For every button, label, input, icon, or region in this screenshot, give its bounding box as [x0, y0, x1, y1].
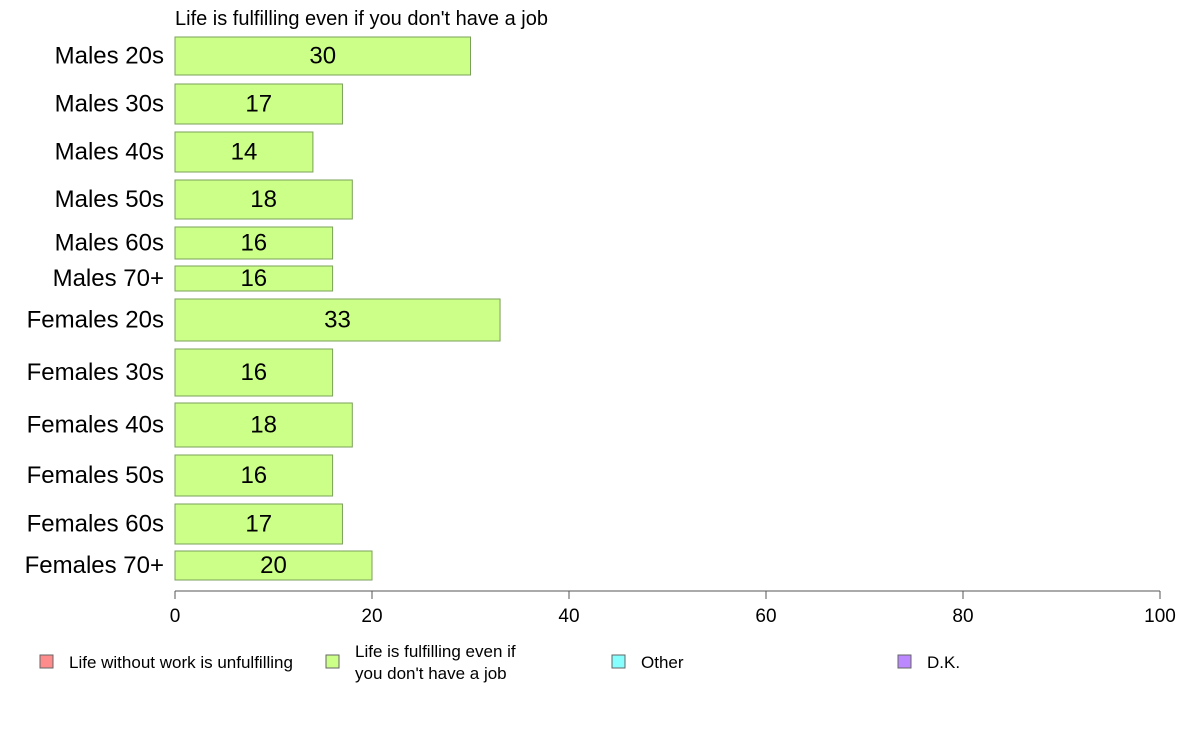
legend-label: Life is fulfilling even if you don't have… [355, 642, 516, 683]
bars-group [174, 36, 501, 581]
value-label: 18 [250, 412, 277, 439]
category-label: Females 50s [27, 462, 164, 489]
legend-swatch [611, 654, 626, 669]
value-label: 17 [245, 511, 272, 538]
bar [174, 131, 314, 173]
value-label: 30 [309, 43, 336, 70]
bar [174, 298, 501, 342]
legend-swatch [325, 654, 340, 669]
bar [174, 179, 353, 220]
bar [174, 265, 334, 292]
bar [174, 226, 334, 260]
value-labels: 30 17 14 18 16 16 33 16 18 16 17 20 [231, 43, 351, 580]
value-label: 14 [231, 139, 258, 166]
category-label: Females 30s [27, 359, 164, 386]
chart-title: Life is fulfilling even if you don't hav… [175, 8, 548, 30]
legend-swatch [39, 654, 54, 669]
x-tick-label: 20 [361, 606, 382, 627]
x-axis: 0 20 40 60 80 100 [170, 590, 1176, 627]
category-label: Females 60s [27, 511, 164, 538]
bar [174, 348, 334, 397]
value-label: 33 [324, 307, 351, 334]
category-label: Males 60s [55, 230, 164, 257]
legend-label: D.K. [927, 653, 960, 672]
bar [174, 402, 353, 448]
value-label: 16 [240, 462, 267, 489]
legend-label: Life without work is unfulfilling [69, 653, 293, 672]
x-tick-label: 0 [170, 606, 181, 627]
legend-swatch [897, 654, 912, 669]
value-label: 18 [250, 186, 277, 213]
x-tick-label: 40 [558, 606, 579, 627]
value-label: 16 [240, 230, 267, 257]
value-label: 17 [245, 91, 272, 118]
bar [174, 454, 334, 497]
category-label: Females 70+ [25, 552, 164, 579]
legend-label: Other [641, 653, 684, 672]
value-label: 20 [260, 552, 287, 579]
category-label: Males 30s [55, 91, 164, 118]
bar [174, 36, 471, 76]
value-label: 16 [240, 359, 267, 386]
x-tick-label: 60 [755, 606, 776, 627]
x-tick-label: 100 [1144, 606, 1176, 627]
category-label: Males 50s [55, 186, 164, 213]
value-label: 16 [240, 265, 267, 292]
category-label: Males 20s [55, 43, 164, 70]
bar [174, 550, 373, 581]
legend: Life without work is unfulfilling Life is… [39, 642, 960, 683]
category-label: Females 20s [27, 307, 164, 334]
bar [174, 83, 343, 125]
category-labels: Males 20s Males 30s Males 40s Males 50s Male… [25, 43, 164, 580]
category-label: Males 40s [55, 139, 164, 166]
bar [174, 503, 343, 545]
x-tick-label: 80 [952, 606, 973, 627]
category-label: Males 70+ [53, 265, 164, 292]
category-label: Females 40s [27, 412, 164, 439]
